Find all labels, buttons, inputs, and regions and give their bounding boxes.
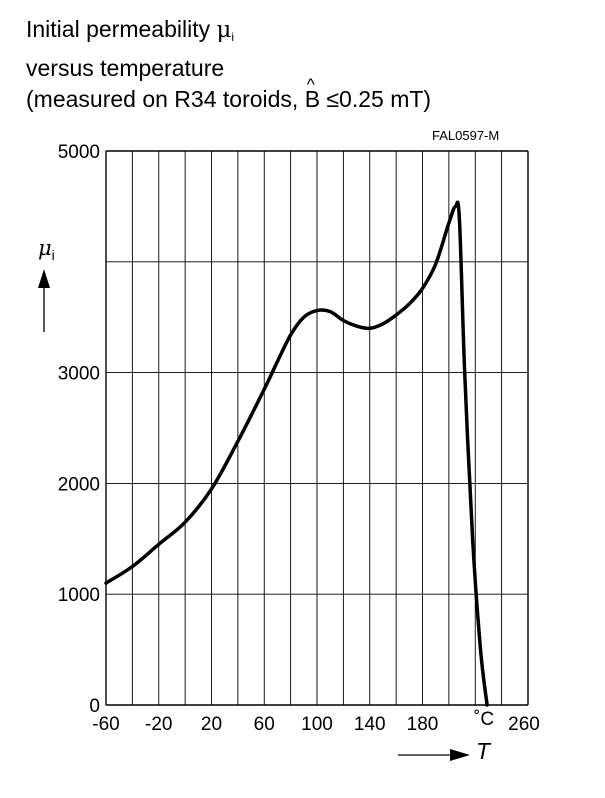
grid-lines <box>105 150 529 706</box>
y-arrow-head <box>38 269 50 288</box>
y-tick-label: 0 <box>89 696 100 717</box>
x-tick-label: 140 <box>354 714 386 735</box>
x-tick-label: 20 <box>201 714 222 735</box>
y-tick-label: 1000 <box>58 585 100 606</box>
axis-arrows <box>38 269 470 761</box>
hat-symbol: ^ <box>306 75 315 94</box>
x-axis-label: T <box>476 738 491 764</box>
y-tick-label: 2000 <box>58 474 100 495</box>
y-tick-labels: 0 1000 2000 3000 5000 <box>58 142 100 717</box>
x-tick-label: -20 <box>145 714 172 735</box>
mu-symbol: μ <box>216 17 232 43</box>
x-tick-label: 60 <box>254 714 275 735</box>
x-arrow-head <box>450 749 470 761</box>
series-line-permeability <box>104 200 489 707</box>
x-tick-label: 180 <box>407 714 439 735</box>
title-line-1: Initial permeability μi <box>26 16 235 44</box>
x-unit-label: ˚C <box>474 709 495 730</box>
b-symbol: B <box>304 86 321 112</box>
x-tick-label: 260 <box>508 714 540 735</box>
title-line-2: versus temperature <box>26 55 225 81</box>
mu-subscript: i <box>231 30 235 44</box>
x-tick-labels: -60 -20 20 60 100 140 180 260 <box>92 714 540 735</box>
y-tick-label: 3000 <box>58 364 100 385</box>
figure-code: FAL0597-M <box>432 128 500 143</box>
title-line-3: (measured on R34 toroids, ^ B ≤0.25 mT) <box>26 75 431 115</box>
y-axis-label: μi <box>38 236 55 263</box>
chart-title: Initial permeability μi versus temperatu… <box>26 14 431 115</box>
x-tick-label: -60 <box>92 714 119 735</box>
y-tick-label: 5000 <box>58 142 100 163</box>
x-tick-label: 100 <box>301 714 333 735</box>
